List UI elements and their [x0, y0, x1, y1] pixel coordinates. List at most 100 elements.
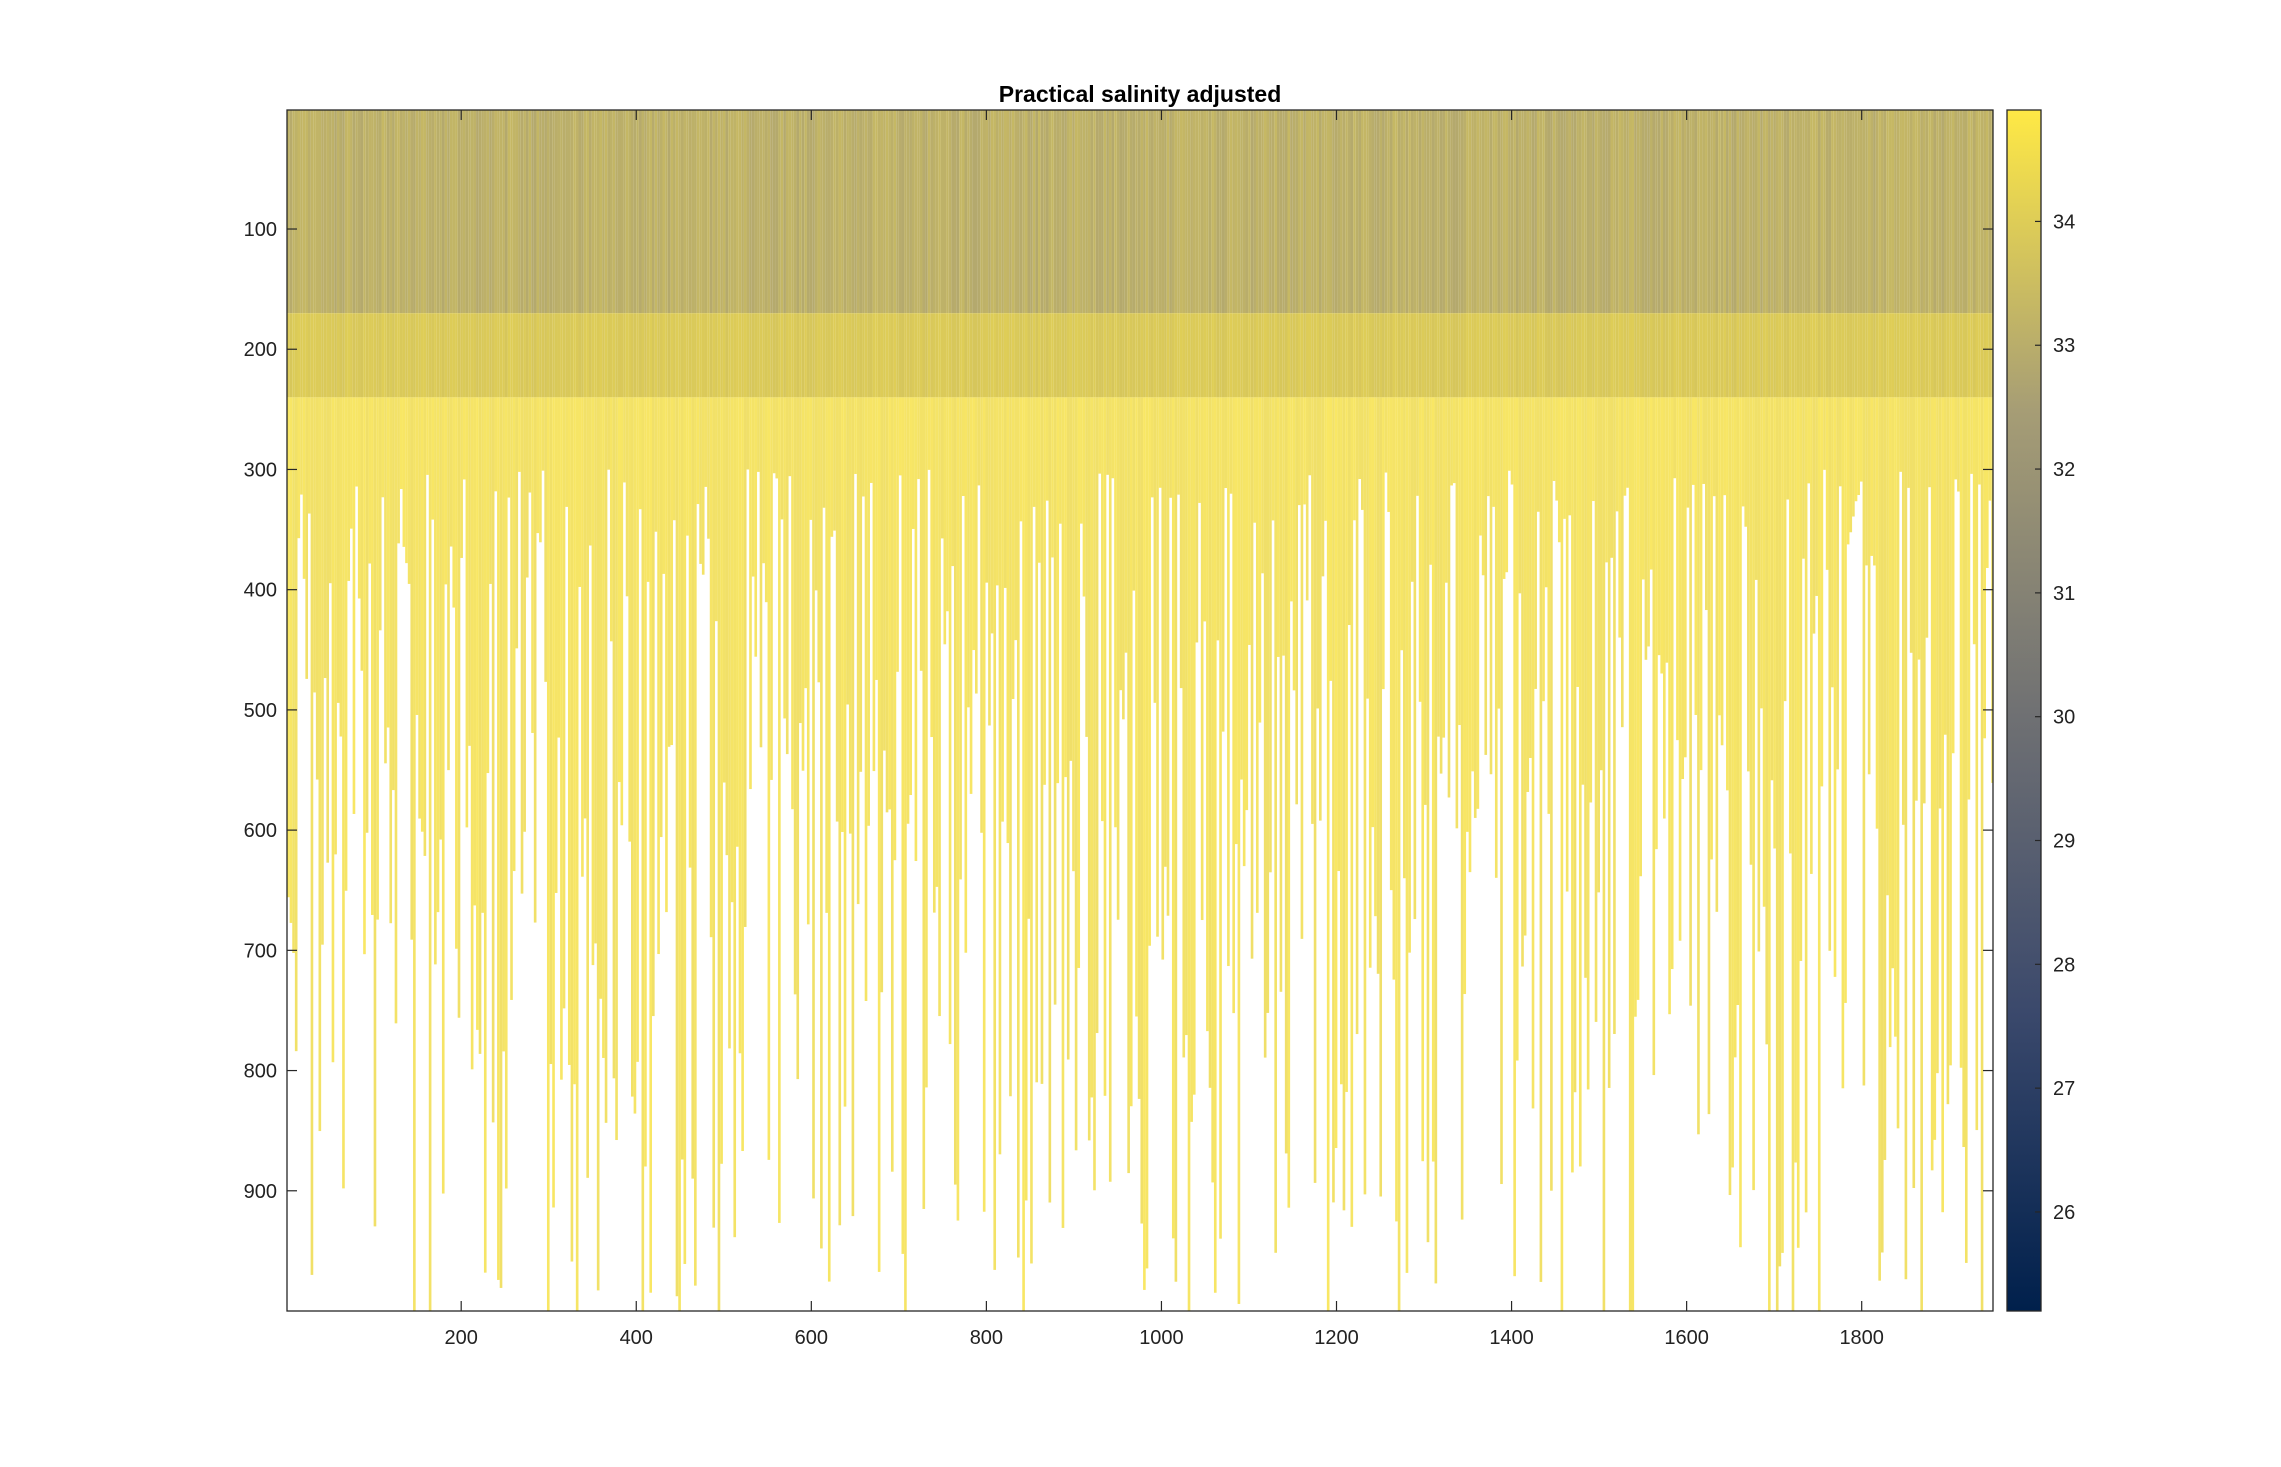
x-tick-label: 1800	[1839, 1327, 1884, 1349]
heatmap-cell	[1308, 313, 1312, 398]
heatmap-cell	[1303, 110, 1306, 314]
heatmap-cell	[1988, 397, 1992, 501]
heatmap-cell	[686, 397, 689, 536]
heatmap-cell	[1865, 397, 1868, 566]
heatmap-cell	[439, 397, 442, 840]
heatmap-cell	[536, 313, 540, 398]
heatmap-cell	[856, 313, 860, 398]
heatmap-cell	[1907, 313, 1910, 398]
heatmap-cell	[930, 110, 933, 314]
heatmap-cell	[384, 110, 387, 314]
heatmap-cell	[289, 110, 293, 314]
heatmap-cell	[507, 397, 511, 498]
heatmap-cell	[1518, 397, 1522, 594]
heatmap-cell	[709, 397, 713, 938]
heatmap-cell	[1240, 313, 1243, 398]
heatmap-cell	[827, 397, 831, 1282]
heatmap-cell	[1161, 397, 1165, 960]
heatmap-cell	[1492, 397, 1495, 507]
heatmap-cell	[631, 110, 634, 314]
heatmap-cell	[1481, 313, 1485, 398]
heatmap-cell	[759, 397, 763, 748]
heatmap-cell	[696, 313, 700, 398]
heatmap-cell	[946, 110, 949, 314]
heatmap-cell	[1177, 110, 1180, 314]
heatmap-cell	[1038, 313, 1041, 398]
heatmap-cell	[1678, 110, 1682, 314]
heatmap-cell	[751, 397, 755, 577]
heatmap-cell	[985, 313, 989, 398]
heatmap-cell	[591, 313, 595, 398]
heatmap-cell	[300, 397, 303, 495]
heatmap-cell	[646, 110, 650, 314]
heatmap-cell	[1211, 313, 1214, 398]
heatmap-cell	[1072, 110, 1075, 314]
heatmap-cell	[541, 110, 545, 314]
heatmap-cell	[862, 397, 865, 497]
heatmap-cell	[1602, 397, 1606, 1311]
heatmap-cell	[447, 313, 450, 398]
heatmap-cell	[1284, 313, 1288, 398]
heatmap-cell	[922, 110, 926, 314]
heatmap-cell	[1376, 397, 1380, 974]
heatmap-cell	[562, 313, 566, 398]
heatmap-cell	[1670, 397, 1674, 970]
heatmap-cell	[573, 397, 576, 1085]
heatmap-cell	[1098, 110, 1102, 314]
heatmap-cell	[560, 313, 563, 398]
heatmap-cell	[1547, 313, 1551, 398]
heatmap-cell	[1975, 110, 1979, 314]
heatmap-cell	[856, 110, 860, 314]
heatmap-cell	[1791, 313, 1795, 398]
heatmap-cell	[1077, 110, 1081, 314]
heatmap-cell	[1240, 110, 1243, 314]
heatmap-cell	[1287, 110, 1291, 314]
heatmap-cell	[1266, 110, 1270, 314]
heatmap-cell	[1925, 110, 1929, 314]
heatmap-cell	[1539, 313, 1543, 398]
heatmap-cell	[1802, 313, 1805, 398]
heatmap-cell	[431, 397, 435, 520]
heatmap-cell	[783, 110, 786, 314]
heatmap-cell	[652, 313, 655, 398]
heatmap-cell	[967, 110, 970, 314]
heatmap-cell	[1392, 397, 1396, 980]
heatmap-cell	[1282, 110, 1285, 314]
heatmap-cell	[1804, 397, 1808, 1213]
heatmap-cell	[1111, 397, 1115, 479]
heatmap-cell	[1332, 110, 1335, 314]
heatmap-cell	[1912, 110, 1916, 314]
heatmap-cell	[344, 397, 348, 891]
heatmap-cell	[867, 110, 870, 314]
heatmap-cell	[1035, 313, 1039, 398]
heatmap-cell	[1418, 110, 1422, 314]
heatmap-cell	[1904, 313, 1908, 398]
heatmap-cell	[1676, 313, 1679, 398]
heatmap-cell	[1040, 110, 1044, 314]
heatmap-cell	[1479, 313, 1482, 398]
heatmap-cell	[1904, 110, 1908, 314]
heatmap-cell	[1699, 313, 1703, 398]
heatmap-cell	[1815, 313, 1818, 398]
heatmap-cell	[652, 397, 655, 1017]
heatmap-cell	[1578, 313, 1582, 398]
heatmap-cell	[1794, 110, 1797, 314]
heatmap-cell	[1636, 110, 1640, 314]
heatmap-cell	[759, 110, 763, 314]
heatmap-cell	[720, 110, 723, 314]
heatmap-cell	[1581, 313, 1585, 398]
heatmap-cell	[1563, 110, 1566, 314]
heatmap-cell	[1975, 397, 1979, 1131]
heatmap-cell	[977, 110, 981, 314]
heatmap-cell	[712, 397, 716, 1228]
heatmap-cell	[904, 313, 907, 398]
heatmap-cell	[1424, 313, 1427, 398]
heatmap-cell	[1875, 397, 1879, 829]
heatmap-cell	[1124, 110, 1128, 314]
heatmap-cell	[1852, 397, 1855, 517]
heatmap-cell	[841, 110, 844, 314]
heatmap-cell	[1290, 110, 1293, 314]
heatmap-cell	[1941, 313, 1944, 398]
